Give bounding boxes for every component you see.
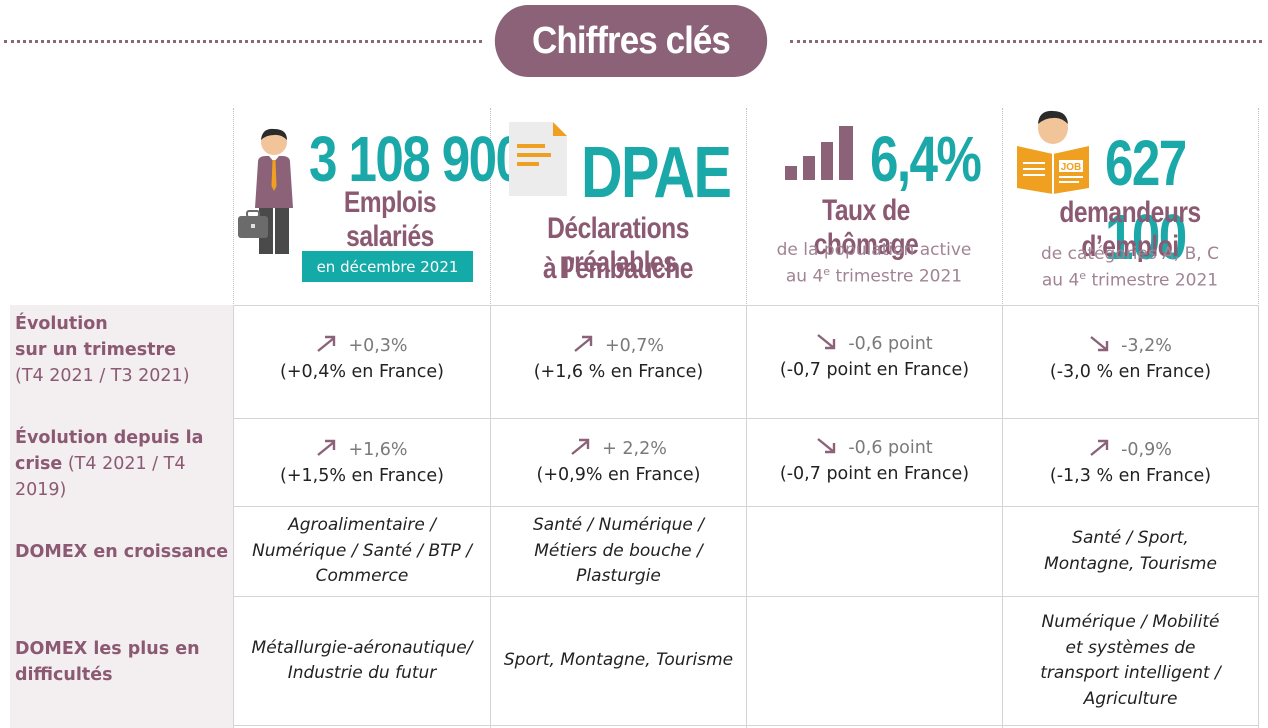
chomage-label: Taux de chômage	[813, 194, 919, 261]
page-title: Chiffres clés	[494, 5, 768, 77]
cell-trimestre-emplois: +0,3% (+0,4% en France)	[280, 335, 444, 382]
cell-difficultes-dpae: Sport, Montagne, Tourisme	[503, 650, 734, 671]
cell-trimestre-dpae: +0,7% (+1,6 % en France)	[533, 335, 704, 382]
row-divider	[233, 305, 1258, 306]
emplois-date-badge: en décembre 2021	[302, 251, 473, 282]
cell-difficultes-emplois: Métallurgie-aéronautique/ Industrie du f…	[251, 637, 473, 684]
chomage-rate: 6,4%	[870, 123, 982, 195]
cell-trimestre-chomage: -0,6 point (-0,7 point en France)	[779, 334, 970, 380]
cell-crise-chomage: -0,6 point (-0,7 point en France)	[779, 438, 970, 484]
row-label-trimestre: Évolution sur un trimestre (T4 2021 / T3…	[15, 314, 190, 386]
cell-crise-dpae: + 2,2% (+0,9% en France)	[536, 438, 701, 485]
dpae-label-line1: Déclarations préalables	[547, 212, 689, 279]
document-icon	[509, 122, 567, 196]
svg-text:JOB: JOB	[1061, 162, 1082, 173]
cell-difficultes-demandeurs: Numérique / Mobilité et systèmes de tran…	[1040, 612, 1221, 709]
chomage-sub-line1: de la population active	[776, 240, 972, 260]
arrow-down-icon	[817, 438, 836, 454]
job-newspaper-icon: JOB	[1017, 110, 1089, 194]
title-dots-right	[790, 40, 1262, 43]
arrow-up-icon	[574, 335, 593, 352]
row-divider	[233, 418, 1258, 419]
cell-trimestre-demandeurs: -3,2% (-3,0 % en France)	[1049, 336, 1212, 382]
row-label-column	[10, 305, 233, 728]
demandeurs-number: 627 100	[1105, 127, 1187, 273]
businessman-icon	[238, 128, 293, 254]
title-dots-left	[4, 40, 482, 43]
bar-chart-icon	[785, 126, 853, 180]
grid-line	[233, 305, 234, 728]
arrow-up-icon	[571, 438, 590, 455]
demandeurs-label: demandeurs d’emploi	[1059, 196, 1201, 263]
emplois-number: 3 108 900	[309, 123, 524, 195]
row-label-croissance: DOMEX en croissance	[15, 542, 229, 562]
arrow-down-icon	[1090, 336, 1109, 352]
row-label-difficultes: DOMEX les plus en difficultés	[15, 639, 200, 685]
row-divider	[233, 725, 1258, 726]
cell-crise-demandeurs: -0,9% (-1,3 % en France)	[1049, 439, 1212, 486]
arrow-up-icon	[317, 335, 336, 352]
emplois-label: Emplois salariés	[343, 186, 437, 253]
arrow-up-icon	[1090, 439, 1109, 456]
grid-line	[746, 305, 747, 728]
grid-line	[490, 305, 491, 728]
cell-croissance-emplois: Agroalimentaire / Numérique / Santé / BT…	[252, 515, 472, 587]
row-divider	[233, 506, 1258, 507]
arrow-down-icon	[817, 334, 836, 350]
grid-line	[1002, 305, 1003, 728]
arrow-up-icon	[317, 439, 336, 456]
demandeurs-sub-line1: de catégories A, B, C	[1041, 244, 1219, 264]
chomage-sub-line2: au 4e trimestre 2021	[785, 265, 963, 287]
row-label-crise: Évolution depuis la crise (T4 2021 / T4 …	[15, 428, 204, 500]
dpae-label-line2: à l’embauche	[543, 252, 693, 285]
demandeurs-sub-line2: au 4e trimestre 2021	[1041, 269, 1219, 291]
cell-crise-emplois: +1,6% (+1,5% en France)	[280, 439, 444, 486]
grid-line	[1258, 305, 1259, 728]
cell-croissance-dpae: Santé / Numérique / Métiers de bouche / …	[532, 515, 705, 587]
dpae-title: DPAE	[581, 133, 732, 213]
cell-croissance-demandeurs: Santé / Sport, Montagne, Tourisme	[1044, 528, 1217, 574]
row-divider	[233, 596, 1258, 597]
